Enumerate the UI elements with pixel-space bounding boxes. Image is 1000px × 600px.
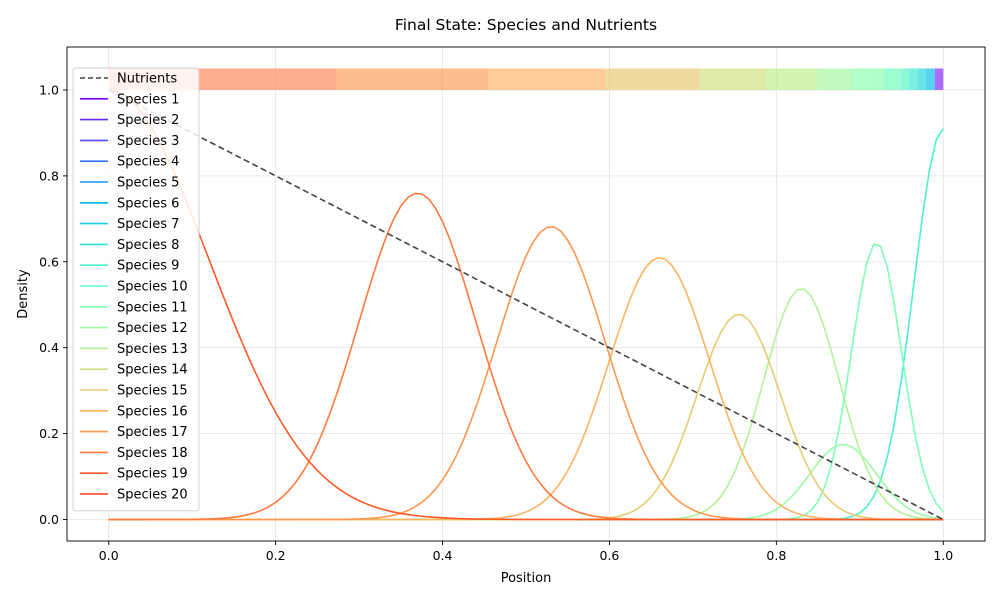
legend-label: Species 14: [117, 363, 188, 378]
legend-item: Species 11: [80, 300, 188, 315]
legend-item: Species 6: [80, 196, 179, 211]
y-tick-label: 0.6: [39, 254, 59, 269]
plot-frame: [66, 46, 986, 542]
legend-item: Species 16: [80, 404, 188, 419]
x-tick-label: 0.8: [766, 548, 786, 563]
legend-label: Species 9: [117, 259, 179, 274]
legend-item: Species 8: [80, 238, 179, 253]
series-line-species-15: [108, 313, 944, 521]
legend-item: Species 12: [80, 321, 188, 336]
legend-item: Species 10: [80, 280, 188, 295]
x-axis-label: Position: [501, 571, 552, 586]
x-tick-label: 0.4: [433, 548, 453, 563]
y-tick-label: 0.2: [39, 426, 59, 441]
legend-label: Species 10: [117, 280, 188, 295]
series-line-species-18: [108, 192, 944, 521]
legend-box: [72, 67, 200, 512]
legend-label: Species 5: [117, 176, 179, 191]
band-segment: [817, 68, 851, 90]
legend-label: Species 16: [117, 404, 188, 419]
band-segment: [488, 68, 606, 90]
legend-label: Species 18: [117, 446, 188, 461]
legend-item: Species 4: [80, 155, 179, 170]
legend-label: Species 12: [117, 321, 188, 336]
x-tick-label: 0.6: [600, 548, 620, 563]
series-lines: [108, 89, 944, 521]
chart-title: Final State: Species and Nutrients: [395, 16, 657, 34]
band-segment: [909, 68, 918, 90]
band-segment: [605, 68, 700, 90]
y-tick-label: 0.0: [39, 512, 59, 527]
legend-label: Species 3: [117, 134, 179, 149]
band-segment: [925, 68, 935, 90]
legend-label: Species 19: [117, 467, 188, 482]
legend-item: Species 2: [80, 113, 179, 128]
series-line-species-19: [108, 89, 944, 521]
legend-label: Species 13: [117, 342, 188, 357]
legend-item: Species 19: [80, 467, 188, 482]
legend-item: Nutrients: [80, 72, 177, 87]
legend-label: Species 8: [117, 238, 179, 253]
legend-item: Species 17: [80, 425, 188, 440]
band-segment: [850, 68, 885, 90]
top-color-band: [108, 68, 944, 90]
legend-label: Species 4: [117, 155, 179, 170]
legend-label: Species 1: [117, 92, 179, 107]
y-tick-label: 1.0: [39, 82, 59, 97]
x-tick-label: 1.0: [933, 548, 953, 563]
band-segment: [884, 68, 901, 90]
band-segment: [917, 68, 926, 90]
legend-label: Species 17: [117, 425, 188, 440]
legend-label: Species 20: [117, 488, 188, 503]
legend-label: Species 6: [117, 196, 179, 211]
legend-label: Species 2: [117, 113, 179, 128]
band-segment: [336, 68, 489, 90]
series-line-species-11: [108, 243, 944, 521]
y-tick-label: 0.8: [39, 168, 59, 183]
legend-label: Species 11: [117, 300, 188, 315]
x-tick-label: 0.0: [99, 548, 119, 563]
legend-item: Species 15: [80, 384, 188, 399]
series-line-species-17: [108, 226, 944, 521]
legend: Nutrients Species 1 Species 2 Species 3 Spec…: [72, 67, 200, 512]
legend-label: Species 15: [117, 384, 188, 399]
legend-item: Species 3: [80, 134, 179, 149]
legend-item: Species 14: [80, 363, 188, 378]
legend-item: Species 13: [80, 342, 188, 357]
y-tick-label: 0.4: [39, 340, 59, 355]
legend-item: Species 7: [80, 217, 179, 232]
x-axis-ticks: 0.0 0.2 0.4 0.6 0.8 1.0: [99, 541, 953, 563]
y-axis-label: Density: [16, 269, 31, 319]
band-segment: [934, 68, 944, 90]
legend-label: Species 7: [117, 217, 179, 232]
legend-item: Species 20: [80, 488, 188, 503]
series-line-species-16: [108, 256, 944, 521]
series-line-nutrients: [108, 89, 944, 521]
legend-label: Nutrients: [117, 72, 177, 87]
legend-item: Species 9: [80, 259, 179, 274]
legend-item: Species 1: [80, 92, 179, 107]
band-segment: [766, 68, 818, 90]
band-segment: [900, 68, 910, 90]
x-tick-label: 0.2: [266, 548, 286, 563]
legend-item: Species 5: [80, 176, 179, 191]
y-axis-ticks: 0.0 0.2 0.4 0.6 0.8 1.0: [39, 82, 67, 527]
legend-item: Species 18: [80, 446, 188, 461]
grid: [67, 47, 985, 541]
band-segment: [699, 68, 767, 90]
